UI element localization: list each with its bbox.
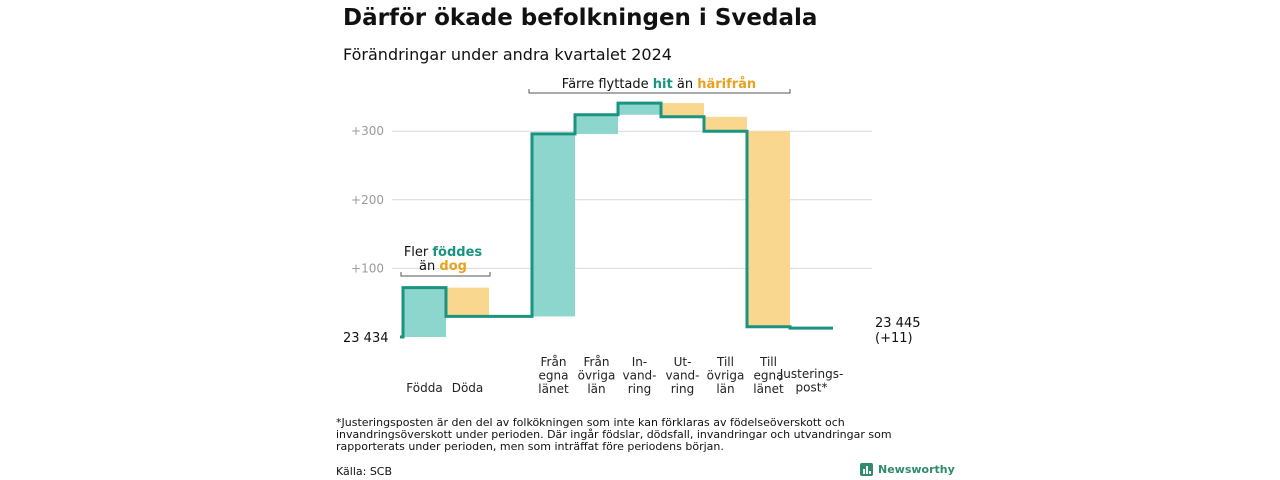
waterfall-bar (575, 114, 618, 134)
annotation-text: Fler föddes (404, 245, 483, 260)
annotation-text: Färre flyttade hit än härifrån (562, 77, 756, 92)
bar-chart-logo-icon (860, 463, 873, 476)
category-label: Till övriga län (707, 355, 745, 396)
brand-logo: Newsworthy (860, 463, 955, 476)
category-label: Ut-vand-ring (665, 355, 699, 396)
category-label: In-vand-ring (622, 355, 656, 396)
waterfall-bar (661, 103, 704, 117)
waterfall-chart: +100 +200 +300 Födda Döda Från egna länet Från ö… (343, 77, 921, 396)
waterfall-bar (532, 133, 575, 317)
waterfall-bar (618, 103, 661, 115)
chart-title: Därför ökade befolkningen i Svedala (343, 5, 818, 31)
cumulative-step-line (400, 101, 833, 339)
end-value-label: 23 445 (+11) (875, 316, 921, 346)
category-label: Från övriga län (578, 355, 616, 396)
chart-subtitle: Förändringar under andra kvartalet 2024 (343, 45, 672, 64)
waterfall-bar (704, 116, 747, 132)
waterfall-bar (403, 287, 446, 337)
annotation-bracket (528, 89, 791, 94)
category-label: Till egna länet (753, 355, 784, 396)
footnote: *Justeringsposten är den del av folkökni… (336, 416, 892, 453)
category-label: Födda (406, 381, 442, 395)
start-value-label: 23 434 (343, 331, 389, 346)
annotation-bracket (400, 272, 491, 277)
y-tick-label: +300 (351, 124, 384, 138)
y-tick-label: +100 (351, 261, 384, 275)
annotation-text: än dog (419, 259, 467, 274)
category-label: Döda (452, 381, 484, 395)
category-label: Justerings-post* (779, 367, 844, 395)
waterfall-bar (747, 131, 790, 327)
category-label: Från egna länet (538, 355, 569, 396)
y-tick-label: +200 (351, 193, 384, 207)
brand-name: Newsworthy (878, 463, 955, 476)
source-note: Källa: SCB (336, 465, 393, 478)
waterfall-bar (446, 287, 489, 317)
